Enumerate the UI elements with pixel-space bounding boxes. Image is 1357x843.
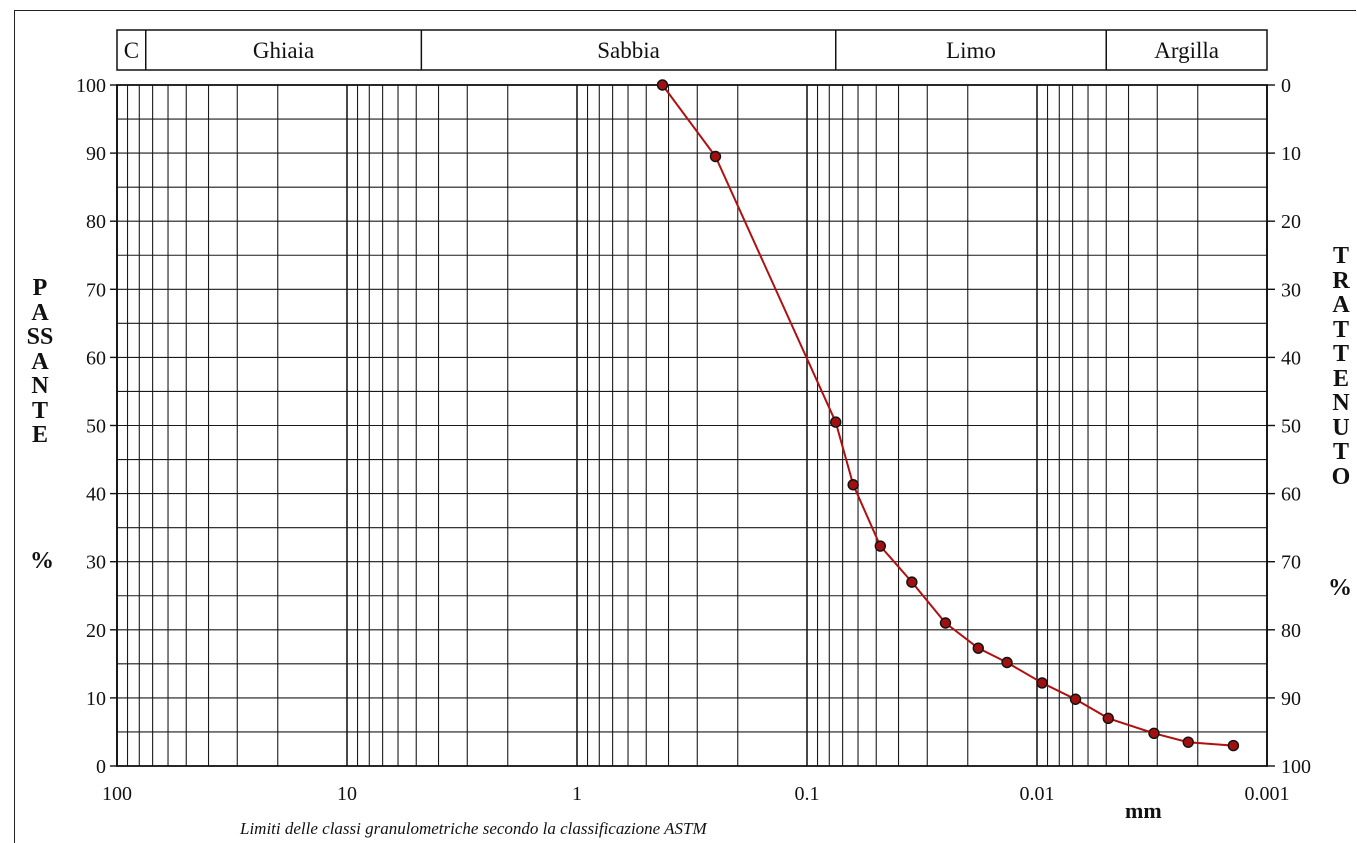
y-tick-left: 0: [96, 756, 106, 778]
y-tick-right: 90: [1281, 688, 1301, 710]
data-point: [709, 150, 722, 163]
class-label: Sabbia: [597, 38, 660, 63]
y-tick-right: 80: [1281, 620, 1301, 642]
data-point: [1227, 739, 1240, 752]
data-point: [1069, 693, 1082, 705]
data-point: [847, 479, 859, 491]
data-point: [1036, 677, 1048, 689]
y-tick-left: 20: [86, 620, 106, 642]
y-tick-left: 40: [86, 484, 106, 506]
y-axis-right-label: TRATTENUTO: [1331, 243, 1351, 490]
class-header-box: [116, 29, 1268, 71]
y-tick-right: 30: [1281, 279, 1301, 301]
class-label: Limo: [946, 38, 996, 63]
data-point: [656, 79, 669, 91]
series-line: [661, 84, 1234, 747]
y-tick-left: 90: [86, 143, 106, 165]
x-tick: 100: [102, 783, 132, 805]
x-tick: 0.01: [1020, 783, 1055, 805]
data-point: [874, 540, 887, 552]
x-tick: 0.001: [1245, 783, 1290, 805]
y-tick-right: 20: [1281, 211, 1301, 233]
x-tick: 1: [572, 783, 582, 805]
y-tick-right: 100: [1281, 756, 1311, 778]
data-point: [1001, 656, 1013, 669]
data-point: [972, 642, 984, 654]
data-point: [1182, 736, 1194, 748]
y-axis-left-label: PASSANTE: [26, 275, 54, 448]
class-label: C: [124, 38, 139, 63]
y-tick-right: 50: [1281, 416, 1301, 438]
data-point: [830, 416, 842, 428]
y-tick-right: 70: [1281, 552, 1301, 574]
data-point: [1148, 727, 1160, 740]
y-tick-left: 70: [86, 279, 106, 301]
y-tick-right: 40: [1281, 347, 1301, 369]
y-tick-left: 80: [86, 211, 106, 233]
y-axis-right-unit: %: [1328, 575, 1352, 601]
y-tick-left: 60: [86, 347, 106, 369]
class-label: Ghiaia: [253, 38, 314, 63]
data-point: [906, 576, 918, 588]
chart-caption: Limiti delle classi granulometriche seco…: [240, 819, 707, 838]
data-point: [939, 617, 952, 629]
y-tick-right: 10: [1281, 143, 1301, 165]
data-point: [1102, 712, 1114, 725]
y-tick-right: 0: [1281, 75, 1291, 97]
y-tick-left: 100: [76, 75, 106, 97]
y-tick-left: 30: [86, 552, 106, 574]
y-tick-left: 50: [86, 416, 106, 438]
y-tick-left: 10: [86, 688, 106, 710]
x-tick: 10: [337, 783, 357, 805]
chart-frame: [14, 10, 1356, 843]
class-label: Argilla: [1154, 38, 1219, 63]
x-tick: 0.1: [795, 783, 820, 805]
y-axis-left-unit: %: [30, 548, 54, 574]
x-axis-unit: mm: [1125, 798, 1162, 823]
y-tick-right: 60: [1281, 484, 1301, 506]
